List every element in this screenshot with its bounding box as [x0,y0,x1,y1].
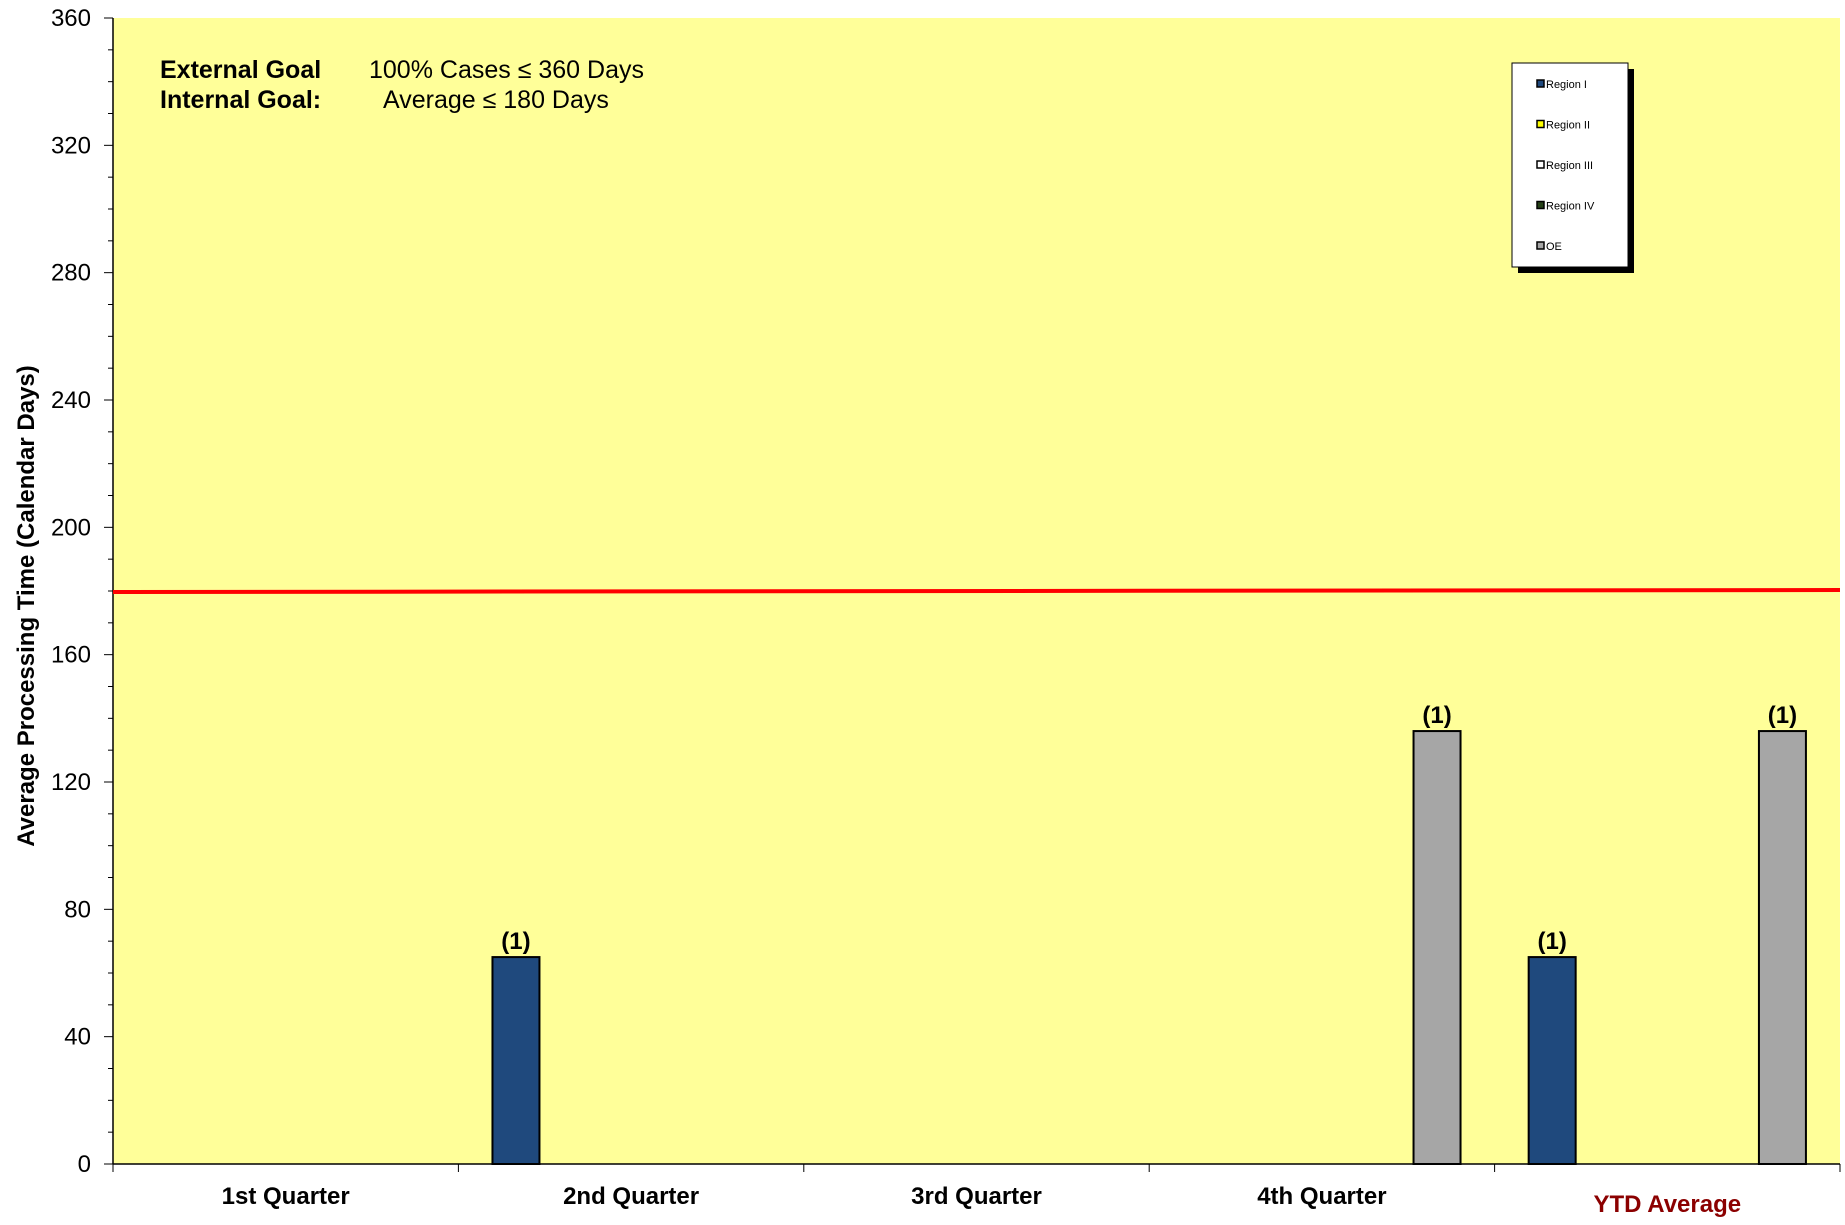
internal-goal-line [112,588,1841,594]
external-goal-label: External Goal [160,56,321,84]
y-tick-label: 280 [51,260,91,287]
bar [491,956,541,1165]
legend-swatch [1536,200,1545,210]
y-tick-label: 80 [64,896,91,923]
y-axis-title: Average Processing Time (Calendar Days) [13,365,40,847]
legend-swatch [1536,241,1545,250]
category-label: 1st Quarter [222,1183,350,1210]
internal-goal-label: Internal Goal: [160,86,321,114]
y-tick-label: 40 [64,1024,91,1051]
legend-label: Region II [1546,120,1590,132]
legend: Region I Region II Region III Region IV OE [1511,62,1634,273]
legend-swatch [1536,79,1545,88]
y-tick-label: 320 [51,132,91,159]
external-goal-value: 100% Cases ≤ 360 Days [369,56,644,84]
legend-swatch [1536,160,1545,169]
y-tick-label: 240 [51,387,91,414]
y-tick-label: 360 [51,5,91,32]
legend-label: OE [1546,241,1562,253]
legend-label: Region IV [1546,201,1595,213]
bar [1412,730,1462,1165]
y-ticks: 0 40 80 120 160 200 240 280 320 360 [51,5,113,1178]
goals-annotation: External Goal 100% Cases ≤ 360 Days Inte… [160,56,644,114]
category-label-ytd: YTD Average [1593,1191,1741,1218]
bar-data-label: (1) [501,928,530,955]
category-label: 2nd Quarter [563,1183,699,1210]
bar [1527,956,1577,1165]
bar-data-label: (1) [1422,702,1451,729]
bar [1757,730,1807,1165]
x-ticks [112,1164,1841,1172]
category-label: 3rd Quarter [911,1183,1042,1210]
legend-label: Region I [1546,79,1587,91]
y-tick-label: 160 [51,642,91,669]
bar-data-label: (1) [1768,702,1797,729]
y-tick-label: 120 [51,769,91,796]
internal-goal-value: Average ≤ 180 Days [383,86,609,114]
legend-box [1511,62,1629,268]
bars: (1) (1) (1) (1) [491,702,1807,1165]
category-label: 4th Quarter [1257,1183,1386,1210]
bar-data-label: (1) [1537,928,1566,955]
y-tick-label: 200 [51,514,91,541]
category-labels: 1st Quarter 2nd Quarter 3rd Quarter 4th Qua… [222,1183,1741,1218]
y-tick-label: 0 [78,1151,91,1178]
legend-swatch [1536,119,1545,129]
legend-label: Region III [1546,160,1593,172]
